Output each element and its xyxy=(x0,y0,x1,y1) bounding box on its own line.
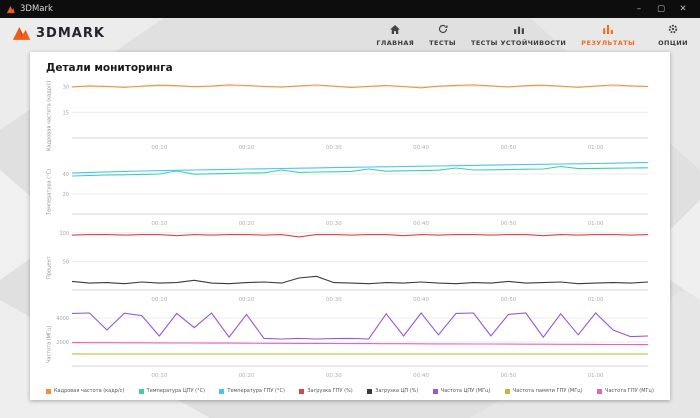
svg-text:00:20: 00:20 xyxy=(239,373,255,379)
legend: Кадровая частота (кадр/с) Температура ЦПУ… xyxy=(44,388,656,394)
temperature-axis-label: Температура (°C) xyxy=(46,168,53,216)
svg-text:2000: 2000 xyxy=(56,340,69,346)
svg-text:00:30: 00:30 xyxy=(326,297,342,303)
load-axis-label: Процент xyxy=(46,256,53,280)
minimize-button[interactable]: – xyxy=(636,4,642,14)
svg-text:00:50: 00:50 xyxy=(500,221,516,227)
home-icon xyxy=(390,19,401,38)
nav-item-options[interactable]: ОПЦИИ xyxy=(658,19,688,47)
legend-item: Температура ГПУ (°C) xyxy=(219,388,285,394)
nav-item-results[interactable]: РЕЗУЛЬТАТЫ xyxy=(581,19,635,47)
legend-swatch xyxy=(219,388,225,394)
maximize-button[interactable]: ▢ xyxy=(656,4,666,14)
legend-swatch xyxy=(367,388,373,394)
svg-text:01:00: 01:00 xyxy=(588,373,604,379)
temperature-plot: 20 40 00:10 00:20 00:30 00:40 00:50 01:00 xyxy=(63,154,656,230)
svg-text:00:20: 00:20 xyxy=(239,145,255,151)
refresh-icon xyxy=(438,19,448,38)
page-title: Детали мониторинга xyxy=(46,62,173,74)
chart-icon xyxy=(513,19,524,38)
svg-text:00:40: 00:40 xyxy=(413,221,429,227)
legend-swatch xyxy=(46,388,51,394)
title-bar: 3DMark – ▢ ✕ xyxy=(0,0,700,18)
legend-item: Кадровая частота (кадр/с) xyxy=(46,388,124,394)
chart-row-framerate: Кадровая частота (кадр/с) 15 30 00:10 00:20… xyxy=(44,78,656,154)
legend-swatch xyxy=(432,388,438,394)
svg-text:00:10: 00:10 xyxy=(151,145,167,151)
nav-item-tests[interactable]: ТЕСТЫ xyxy=(429,19,456,47)
framerate-axis-label: Кадровая частота (кадр/с) xyxy=(46,80,53,152)
svg-text:01:00: 01:00 xyxy=(588,297,604,303)
nav-item-stability[interactable]: ТЕСТЫ УСТОЙЧИВОСТИ xyxy=(471,19,566,47)
svg-text:30: 30 xyxy=(63,85,69,91)
legend-swatch xyxy=(597,388,603,394)
legend-item: Загрузка ЦП (%) xyxy=(367,388,418,394)
gear-icon xyxy=(668,19,678,38)
svg-text:40: 40 xyxy=(63,172,69,178)
svg-text:00:50: 00:50 xyxy=(500,145,516,151)
svg-text:00:10: 00:10 xyxy=(151,221,167,227)
svg-text:00:20: 00:20 xyxy=(239,221,255,227)
nav-item-home[interactable]: ГЛАВНАЯ xyxy=(376,19,414,47)
legend-swatch xyxy=(299,388,305,394)
window-controls: – ▢ ✕ xyxy=(628,0,694,18)
svg-text:100: 100 xyxy=(59,231,69,237)
temperature-chart: 20 40 00:10 00:20 00:30 00:40 00:50 01:00 xyxy=(63,161,649,227)
window-title: 3DMark xyxy=(20,4,53,14)
svg-text:01:00: 01:00 xyxy=(588,221,604,227)
logo: 3DMARK xyxy=(12,26,105,41)
legend-item: Частота ГПУ (МГц) xyxy=(597,388,654,394)
legend-swatch xyxy=(138,388,144,394)
nav-label: ТЕСТЫ УСТОЙЧИВОСТИ xyxy=(471,39,567,47)
nav-label: ГЛАВНАЯ xyxy=(376,39,415,47)
svg-text:00:50: 00:50 xyxy=(500,373,516,379)
svg-text:15: 15 xyxy=(63,110,69,116)
app-icon xyxy=(6,5,15,13)
main-nav: ГЛАВНАЯ ТЕСТЫ ТЕСТЫ УСТОЙЧИВОСТИ РЕЗУЛЬТАТЫ… xyxy=(376,19,688,47)
svg-text:00:40: 00:40 xyxy=(413,297,429,303)
svg-text:50: 50 xyxy=(63,259,69,265)
logo-icon xyxy=(12,26,31,40)
svg-text:01:00: 01:00 xyxy=(588,145,604,151)
nav-label: РЕЗУЛЬТАТЫ xyxy=(581,39,636,47)
svg-text:00:20: 00:20 xyxy=(239,297,255,303)
legend-swatch xyxy=(504,388,510,394)
frequency-chart: 2000 4000 00:10 00:20 00:30 00:40 00:50 01:00 xyxy=(56,312,649,379)
legend-item: Частота ЦПУ (МГц) xyxy=(432,388,491,394)
svg-text:4000: 4000 xyxy=(56,316,69,322)
nav-label: ТЕСТЫ xyxy=(429,39,456,47)
load-plot: 50 100 00:10 00:20 00:30 00:40 00:50 01:00 xyxy=(59,230,656,306)
svg-text:00:10: 00:10 xyxy=(151,373,167,379)
svg-text:00:50: 00:50 xyxy=(500,297,516,303)
svg-text:00:40: 00:40 xyxy=(413,145,429,151)
framerate-chart: 15 30 00:10 00:20 00:30 00:40 00:50 01:00 xyxy=(63,84,649,151)
svg-text:00:30: 00:30 xyxy=(326,221,342,227)
load-chart: 50 100 00:10 00:20 00:30 00:40 00:50 01:00 xyxy=(59,231,649,303)
legend-item: Частота памяти ГПУ (МГц) xyxy=(504,388,583,394)
svg-text:00:40: 00:40 xyxy=(413,373,429,379)
chart-row-temperature: Температура (°C) 20 40 00:10 00:20 00:30 00:4… xyxy=(44,154,656,230)
nav-label: ОПЦИИ xyxy=(658,39,688,47)
frequency-axis-label: Частота (МГц) xyxy=(46,325,53,363)
legend-item: Температура ЦПУ (°C) xyxy=(138,388,205,394)
app-header: 3DMARK ГЛАВНАЯ ТЕСТЫ ТЕСТЫ УСТОЙЧИВОСТИ РЕЗ… xyxy=(0,18,700,48)
chart-row-load: Процент 50 100 00:10 00:20 00:30 00:40 00:50 01… xyxy=(44,230,656,306)
svg-text:00:10: 00:10 xyxy=(151,297,167,303)
legend-item: Загрузка ГПУ (%) xyxy=(299,388,353,394)
monitoring-card: Детали мониторинга Кадровая частота (кад… xyxy=(30,52,670,400)
frequency-plot: 2000 4000 00:10 00:20 00:30 00:40 00:50 01:00 xyxy=(56,306,656,382)
logo-text: 3DMARK xyxy=(36,25,105,41)
chart-row-frequency: Частота (МГц) 2000 4000 00:10 00:20 00:30 00:… xyxy=(44,306,656,382)
framerate-plot: 15 30 00:10 00:20 00:30 00:40 00:50 01:00 xyxy=(63,78,656,154)
svg-text:00:30: 00:30 xyxy=(326,373,342,379)
svg-text:00:30: 00:30 xyxy=(326,145,342,151)
close-button[interactable]: ✕ xyxy=(679,4,687,14)
bars-icon xyxy=(603,19,614,38)
svg-text:20: 20 xyxy=(63,192,69,198)
